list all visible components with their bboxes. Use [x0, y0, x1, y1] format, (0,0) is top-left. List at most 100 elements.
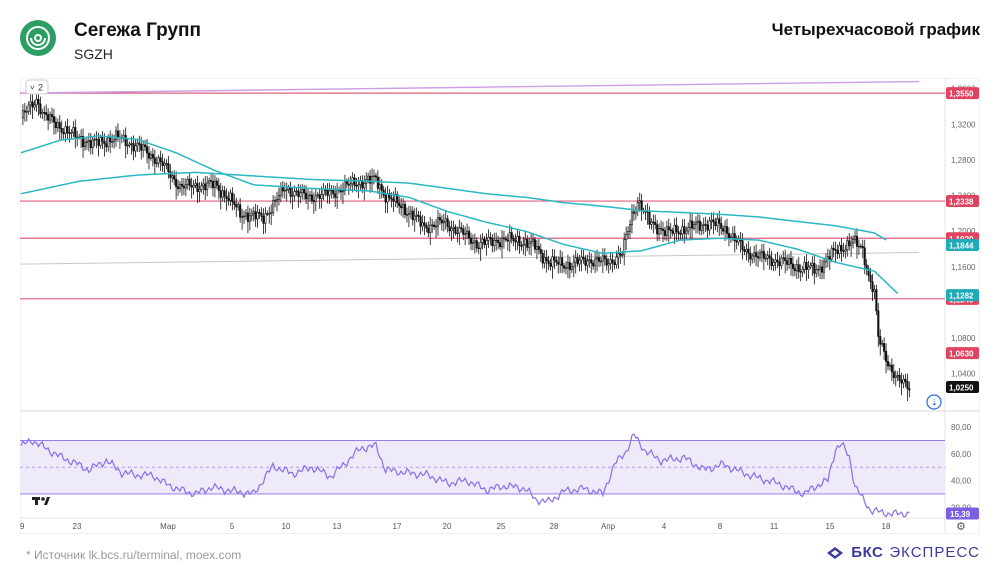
company-name: Сегежа Групп [74, 20, 201, 41]
candle-body [789, 258, 793, 265]
scroll-to-latest-button[interactable]: ⇣ [926, 394, 942, 410]
price-chart[interactable]: 1,36001,32001,28001,24001,20001,16001,08… [16, 77, 981, 535]
candle-body [609, 259, 612, 264]
candle-body [380, 184, 383, 191]
candle-body [49, 114, 52, 121]
candle-body [578, 259, 581, 265]
candle-body [116, 130, 120, 138]
candle-body [737, 239, 740, 243]
candle-body [388, 193, 391, 198]
candle-body [464, 233, 467, 235]
candle-body [615, 256, 618, 265]
candle-body [43, 112, 46, 114]
candle-body [136, 142, 139, 147]
candle-body [871, 281, 874, 292]
candle-body [770, 257, 773, 266]
candle-body [762, 251, 765, 259]
candle-body [848, 240, 851, 247]
candle-body [272, 200, 275, 213]
price-badges: 1,35501,23381,19201,12401,18441,12821,06… [946, 87, 979, 520]
candle-body [574, 257, 577, 263]
candle-body [623, 239, 626, 255]
candle-body [184, 184, 187, 189]
candle-body [35, 98, 38, 106]
candle-body [334, 193, 337, 198]
time-tick-label: 13 [333, 522, 342, 531]
candle-body [433, 224, 436, 227]
candle-body [138, 142, 141, 145]
candle-body [159, 157, 162, 162]
collapse-button[interactable]: ˅ 2 [25, 79, 49, 95]
candle-body [180, 183, 184, 187]
candle-body [714, 221, 717, 227]
chart-area[interactable]: 1,36001,32001,28001,24001,20001,16001,08… [16, 77, 981, 535]
candle-body [475, 240, 478, 249]
rsi-tick-label: 60,00 [951, 450, 972, 459]
candle-body [692, 223, 696, 229]
candle-body [132, 143, 135, 152]
company-logo [20, 20, 56, 56]
candle-body [811, 262, 814, 266]
candle-body [863, 247, 866, 266]
candle-body [599, 260, 602, 263]
candle-body [283, 190, 286, 192]
candle-body [239, 204, 242, 218]
candle-body [326, 190, 329, 196]
candle-body [194, 183, 197, 186]
candle-body [456, 232, 459, 235]
candle-body [407, 213, 410, 215]
candle-body [425, 224, 428, 229]
candle-body [530, 240, 533, 244]
candle-body [95, 138, 98, 141]
candle-body [485, 240, 488, 245]
candle-body [764, 257, 767, 260]
time-tick-label: 28 [550, 522, 559, 531]
candle-body [514, 240, 517, 243]
candle-body [270, 212, 273, 214]
candle-body [438, 217, 441, 221]
candle-body [638, 200, 641, 203]
candle-body [124, 135, 127, 147]
candle-body [553, 256, 556, 261]
candle-body [660, 228, 663, 230]
candle-body [149, 153, 152, 159]
candle-body [310, 194, 313, 201]
candle-body [446, 218, 449, 227]
candle-body [355, 185, 358, 187]
candle-body [731, 233, 734, 238]
candle-body [625, 234, 628, 240]
candle-body [182, 185, 185, 189]
candle-body [264, 213, 267, 224]
candle-body [467, 230, 471, 239]
candle-body [186, 178, 189, 186]
candle-body [374, 175, 377, 178]
candle-body [607, 263, 610, 266]
settings-gear-icon[interactable]: ⚙ [956, 521, 966, 533]
candle-body [58, 122, 61, 129]
candle-body [72, 127, 75, 133]
candle-body [402, 203, 405, 209]
candle-body [722, 228, 725, 232]
candle-body [295, 190, 298, 192]
candle-body [289, 187, 292, 197]
candle-body [545, 257, 548, 261]
brand-express: ЭКСПРЕСС [889, 544, 980, 561]
candle-body [774, 259, 777, 263]
candle-body [429, 224, 432, 234]
candle-body [708, 220, 711, 231]
candle-body [855, 235, 859, 247]
candle-body [873, 289, 876, 292]
candle-body [830, 247, 833, 260]
ticker: SGZH [74, 46, 113, 62]
candle-body [169, 171, 172, 178]
candle-body [671, 230, 674, 234]
candle-body [611, 259, 614, 263]
candle-body [582, 256, 585, 259]
candle-body [62, 131, 65, 134]
candle-body [103, 140, 106, 145]
time-axis-ticks: 19 23 Мар 5 10 13 17 20 25 28 Апр 4 8 11 15 18 [16, 522, 891, 531]
candle-body [850, 242, 853, 247]
candle-body [479, 242, 482, 249]
candle-body [68, 132, 71, 134]
candle-body [524, 238, 527, 245]
